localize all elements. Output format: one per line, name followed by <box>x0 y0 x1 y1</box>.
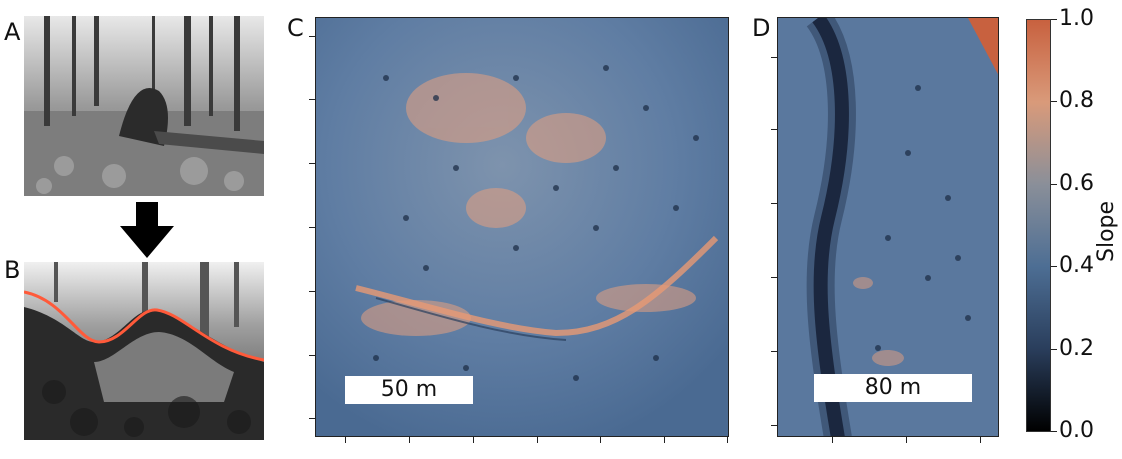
scale-bar-d: 80 m <box>814 374 972 402</box>
forest-windthrow-photo <box>24 16 264 196</box>
colorbar-tick-label: 0.6 <box>1059 171 1094 196</box>
mound-photo-graphic <box>24 262 264 440</box>
slope-map-c: 50 m <box>315 17 729 437</box>
down-arrow-icon <box>120 202 174 262</box>
forest-photo-graphic <box>24 16 264 196</box>
colorbar-title: Slope <box>1094 200 1119 262</box>
colorbar-tick-label: 0.0 <box>1059 418 1094 443</box>
colorbar-tick-label: 0.2 <box>1059 336 1094 361</box>
panel-a-label: A <box>4 18 21 46</box>
slope-map-d: 80 m <box>777 17 999 437</box>
colorbar-gradient <box>1027 20 1050 431</box>
slope-colorbar <box>1026 19 1051 432</box>
slope-map-d-graphic <box>778 18 998 436</box>
colorbar-tick-label: 1.0 <box>1059 6 1094 31</box>
colorbar-tick-label: 0.4 <box>1059 253 1094 278</box>
panel-b-label: B <box>4 256 21 284</box>
scale-bar-c: 50 m <box>345 376 473 404</box>
colorbar-tick-label: 0.8 <box>1059 88 1094 113</box>
slope-map-c-graphic <box>316 18 728 436</box>
mound-photo <box>24 262 264 440</box>
panel-c-label: C <box>287 14 304 42</box>
panel-d-label: D <box>752 14 771 42</box>
